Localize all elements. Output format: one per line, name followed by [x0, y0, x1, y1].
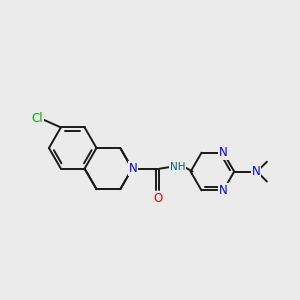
Text: N: N	[129, 162, 137, 175]
Text: O: O	[153, 192, 163, 205]
Text: N: N	[219, 146, 228, 159]
Text: NH: NH	[170, 162, 185, 172]
Text: N: N	[219, 184, 228, 197]
Text: Cl: Cl	[31, 112, 43, 125]
Text: N: N	[252, 165, 260, 178]
